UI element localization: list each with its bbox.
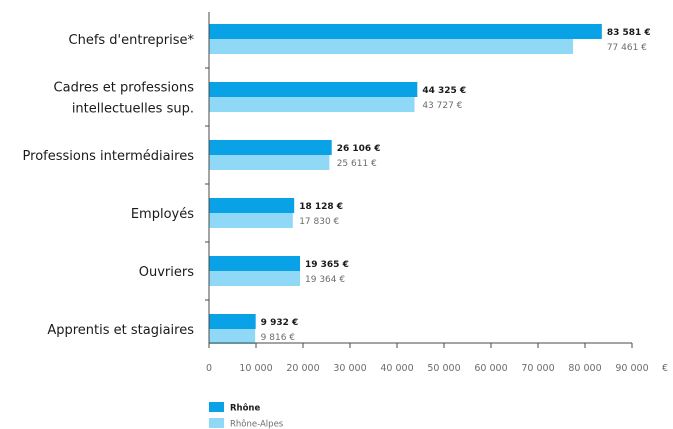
- value-label-rhone-alpes: 17 830 €: [299, 217, 339, 227]
- value-label-rhone: 19 365 €: [305, 260, 349, 270]
- x-unit-label: €: [662, 363, 668, 374]
- bar-rhone: [209, 198, 295, 213]
- value-label-rhone-alpes: 43 727 €: [422, 101, 462, 111]
- tick-labels-layer: 0 10 000 20 000 30 000 40 000 50 000 60 000 70 …: [206, 363, 668, 374]
- legend-swatch-rhone-alpes: [209, 418, 224, 428]
- category-label: Employés: [131, 207, 194, 222]
- legend: Rhône Rhône-Alpes: [209, 402, 284, 429]
- bar-rhone: [209, 140, 332, 155]
- value-label-rhone: 26 106 €: [337, 144, 381, 154]
- x-tick-label: 40 000: [380, 363, 413, 374]
- axes-layer: [205, 12, 633, 348]
- x-tick-label: 80 000: [568, 363, 601, 374]
- bar-rhone-alpes: [209, 97, 415, 112]
- value-label-rhone-alpes: 25 611 €: [337, 159, 377, 169]
- value-label-rhone: 9 932 €: [261, 318, 299, 328]
- value-label-rhone: 83 581 €: [607, 28, 651, 38]
- bar-rhone-alpes: [209, 213, 293, 228]
- x-tick-label: 50 000: [427, 363, 460, 374]
- value-label-rhone-alpes: 19 364 €: [305, 275, 345, 285]
- x-tick-label: 90 000: [615, 363, 648, 374]
- bar-rhone: [209, 314, 256, 329]
- legend-swatch-rhone: [209, 402, 224, 412]
- x-tick-label: 70 000: [521, 363, 554, 374]
- category-label: Apprentis et stagiaires: [47, 323, 194, 338]
- bar-rhone: [209, 256, 301, 271]
- x-tick-label: 0: [206, 363, 212, 374]
- category-labels-layer: Chefs d'entreprise* Cadres et professions…: [23, 33, 195, 338]
- bar-rhone: [209, 24, 602, 39]
- legend-label-rhone-alpes: Rhône-Alpes: [230, 419, 284, 429]
- x-tick-label: 20 000: [286, 363, 319, 374]
- category-label: intellectuelles sup.: [72, 102, 194, 117]
- bar-rhone-alpes: [209, 39, 574, 54]
- x-tick-label: 30 000: [333, 363, 366, 374]
- x-tick-label: 60 000: [474, 363, 507, 374]
- category-label: Professions intermédiaires: [23, 149, 195, 164]
- bar-rhone-alpes: [209, 271, 301, 286]
- x-tick-label: 10 000: [239, 363, 272, 374]
- value-label-rhone-alpes: 9 816 €: [261, 333, 296, 343]
- value-label-rhone-alpes: 77 461 €: [607, 43, 647, 53]
- value-label-rhone: 18 128 €: [299, 202, 343, 212]
- category-label: Ouvriers: [139, 265, 194, 280]
- bar-rhone-alpes: [209, 329, 256, 344]
- value-label-rhone: 44 325 €: [422, 86, 466, 96]
- bars-layer: [209, 24, 602, 344]
- value-labels-layer: 83 581 € 77 461 € 44 325 € 43 727 € 26 106 €…: [261, 28, 651, 343]
- bar-rhone-alpes: [209, 155, 330, 170]
- category-label: Cadres et professions: [54, 81, 195, 96]
- legend-label-rhone: Rhône: [230, 403, 260, 414]
- category-label: Chefs d'entreprise*: [69, 33, 195, 48]
- bar-rhone: [209, 82, 418, 97]
